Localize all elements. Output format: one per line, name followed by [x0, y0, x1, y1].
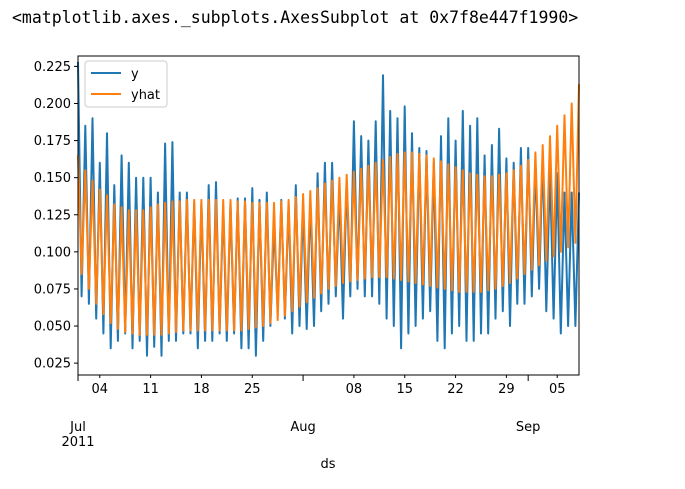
y-axis: 0.025 0.050 0.075 0.100 0.125 0.150 0.175 0.200… — [34, 60, 78, 372]
x-major-tick-label: Aug — [290, 420, 315, 435]
x-major-tick-label: Jul — [69, 420, 86, 435]
x-minor-tick-label: 25 — [244, 382, 261, 397]
x-major-tick-year-label: 2011 — [61, 435, 94, 450]
x-minor-tick-label: 04 — [92, 382, 109, 397]
y-tick-label: 0.175 — [34, 134, 71, 149]
y-tick-label: 0.150 — [34, 171, 71, 186]
x-minor-tick-label: 11 — [142, 382, 159, 397]
x-axis-label: ds — [320, 457, 335, 472]
x-minor-tick-label: 22 — [447, 382, 464, 397]
x-minor-tick-label: 29 — [498, 382, 515, 397]
x-minor-tick-label: 15 — [396, 382, 413, 397]
axes-frame — [77, 55, 580, 376]
y-tick-label: 0.100 — [34, 245, 71, 260]
legend-label-y: y — [131, 67, 139, 82]
y-tick-label: 0.225 — [34, 60, 71, 75]
y-tick-label: 0.050 — [34, 320, 71, 335]
legend-label-yhat: yhat — [131, 88, 160, 103]
y-tick-label: 0.075 — [34, 282, 71, 297]
x-minor-tick-label: 08 — [346, 382, 363, 397]
y-tick-label: 0.025 — [34, 357, 71, 372]
output-repr-text: <matplotlib.axes._subplots.AxesSubplot a… — [12, 8, 579, 27]
series-line-yhat — [77, 84, 580, 336]
y-tick-label: 0.125 — [34, 208, 71, 223]
x-minor-tick-label: 05 — [549, 382, 566, 397]
x-minor-tick-label: 18 — [193, 382, 210, 397]
legend: y yhat — [84, 60, 168, 108]
series-line-y — [77, 61, 580, 357]
y-tick-label: 0.200 — [34, 97, 71, 112]
series-layer — [77, 61, 580, 357]
x-major-tick-label: Sep — [516, 420, 541, 435]
